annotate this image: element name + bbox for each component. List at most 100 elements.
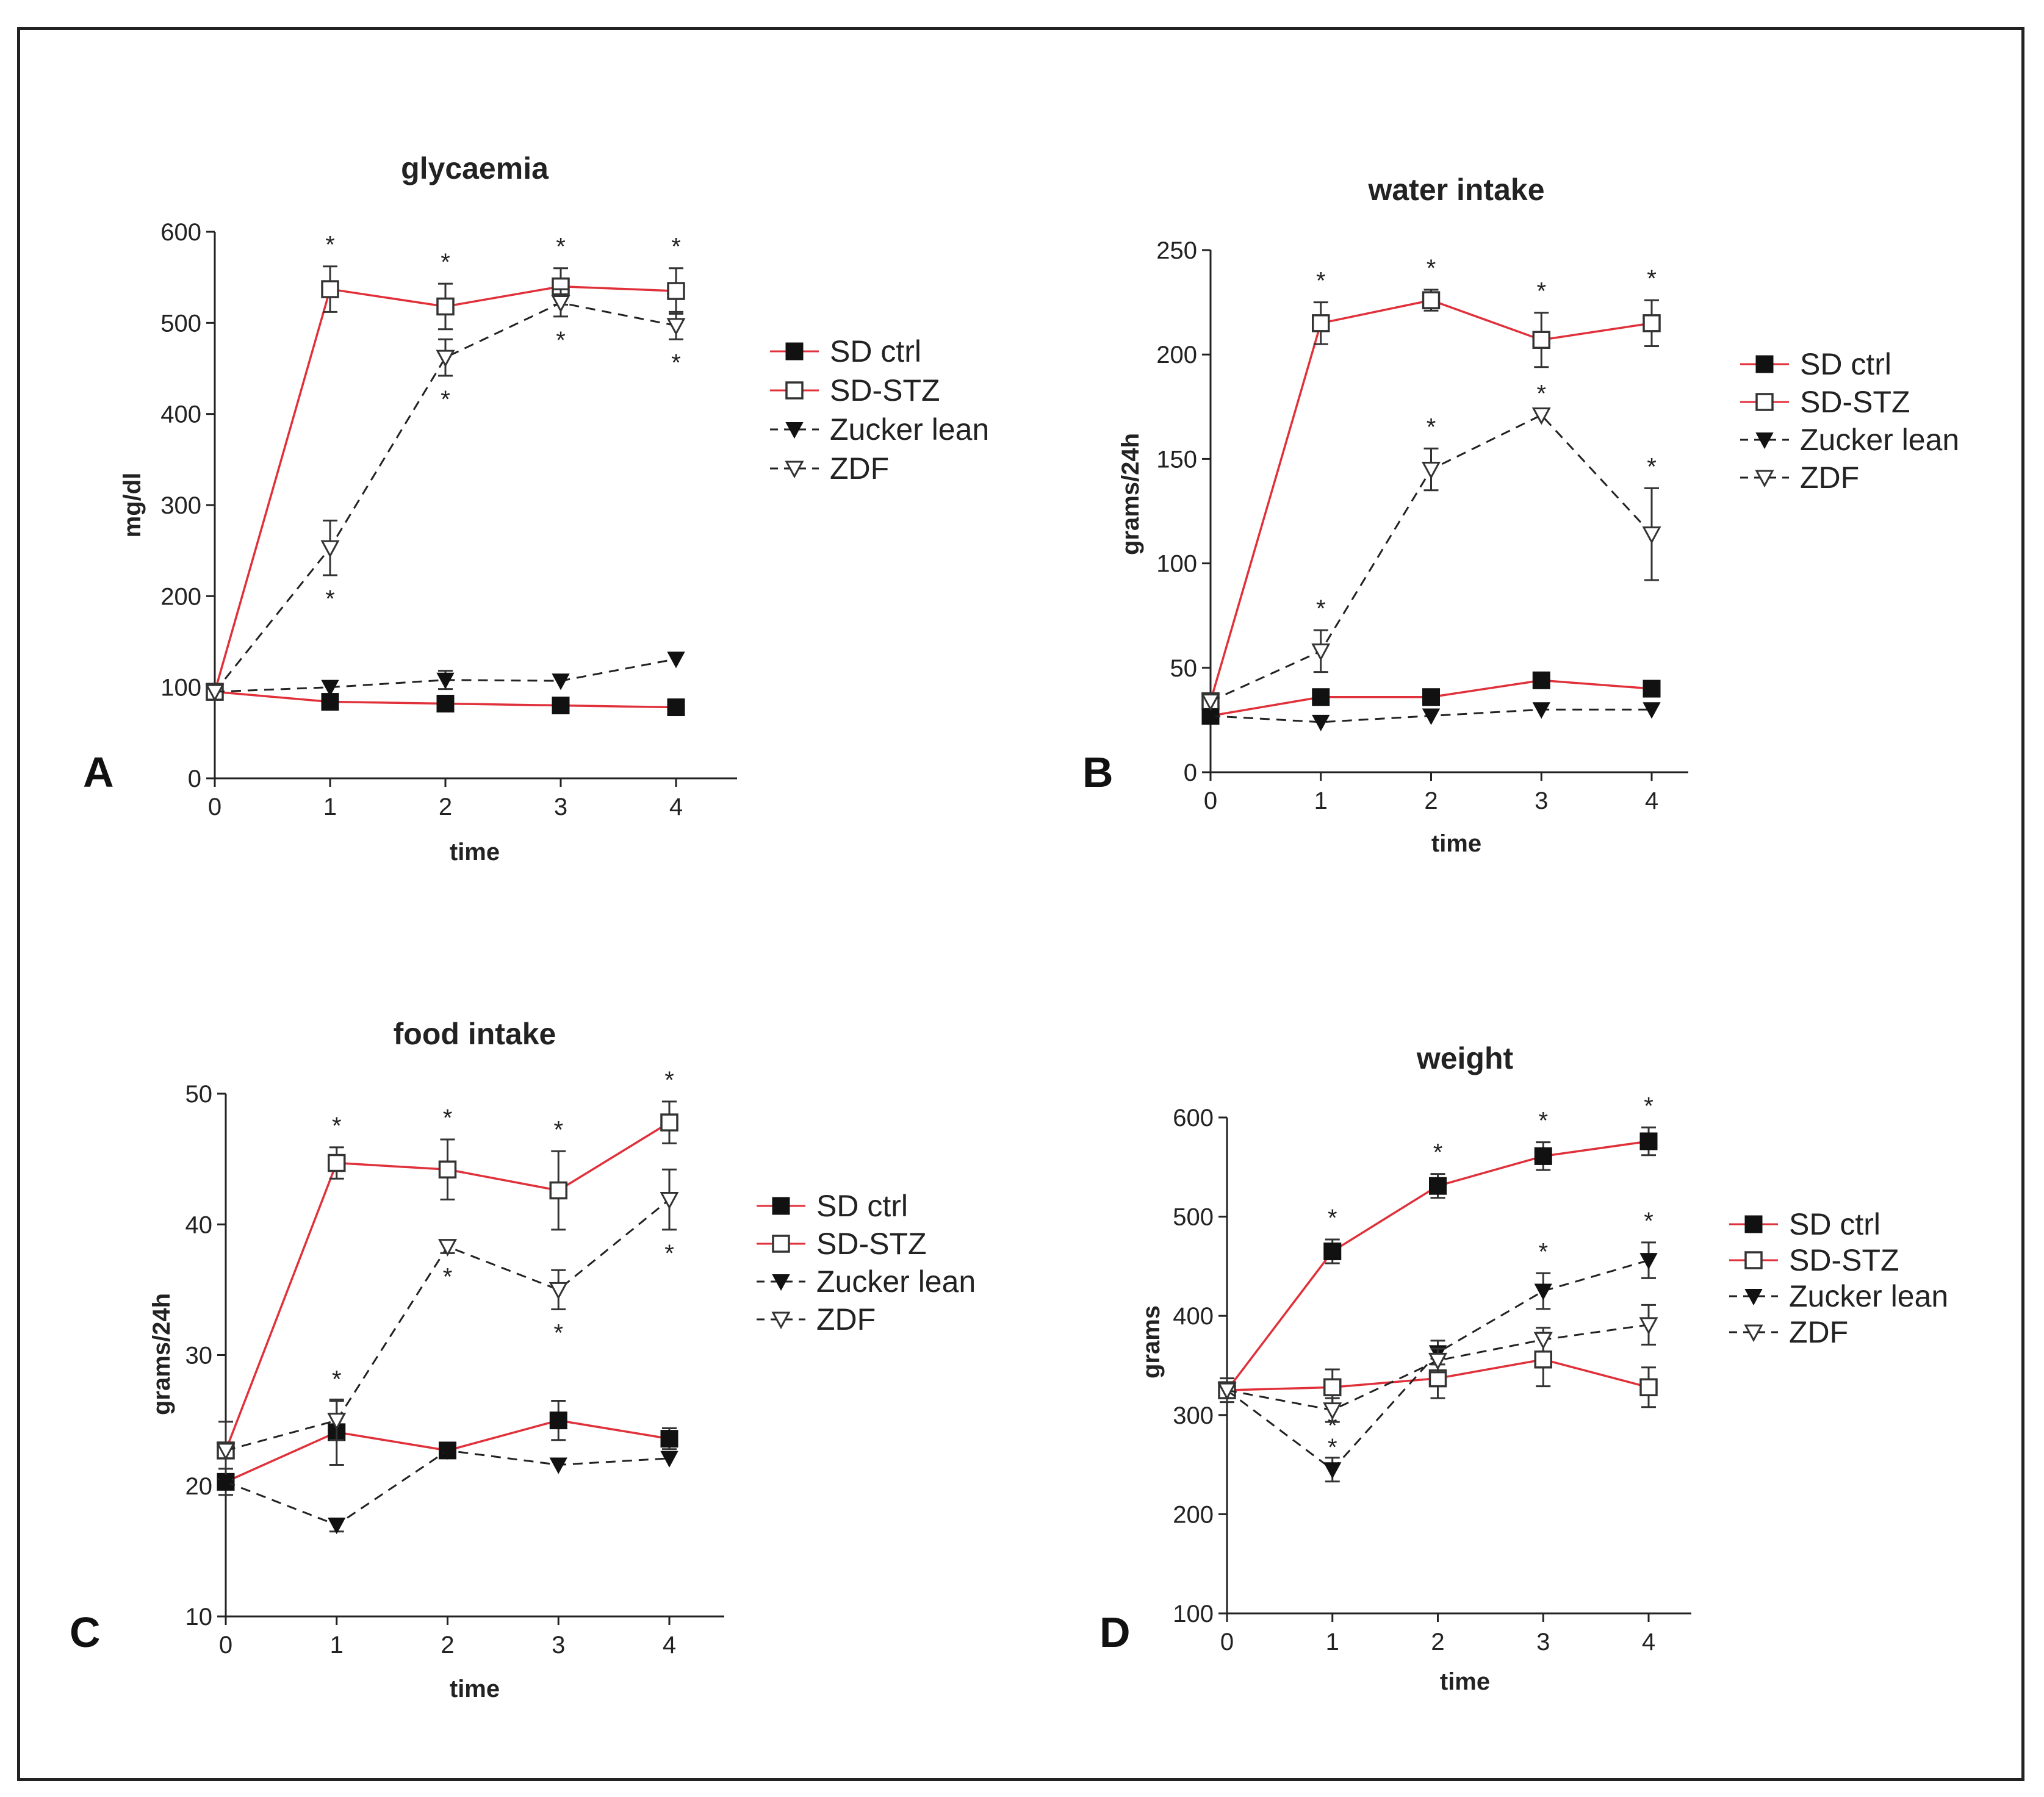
chart-panel-c: food intake C 0 1 2 3 4 10 20 30 40 50 time grams/24h…: [70, 1017, 976, 1702]
chart-panel-a: glycaemia A 0 1 2 3 4 0 100 200 300 400 500 600 time mg…: [83, 151, 989, 866]
legend-label: ZDF: [1789, 1315, 1848, 1349]
data-point: [1534, 1147, 1552, 1165]
data-point: [1534, 1350, 1552, 1369]
x-tick-label: 1: [1314, 787, 1328, 814]
series-zdf: *: [1217, 1304, 1658, 1461]
data-point: [549, 1181, 567, 1200]
y-axis-label: grams/24h: [1117, 433, 1144, 555]
data-point: [551, 295, 570, 313]
x-tick-label: 4: [663, 1632, 676, 1659]
significance-star: *: [443, 1263, 453, 1290]
x-tick-label: 0: [208, 794, 221, 820]
legend: SD ctrl SD-STZ Zucker lean ZDF: [770, 334, 989, 486]
data-point: [1639, 1132, 1658, 1150]
data-point: [321, 680, 339, 697]
significance-star: *: [553, 1320, 563, 1347]
legend-label: SD-STZ: [1789, 1243, 1899, 1277]
x-tick-label: 2: [439, 794, 452, 820]
legend-label: SD-STZ: [816, 1227, 927, 1261]
significance-star: *: [1328, 1205, 1337, 1232]
legend-marker: [1755, 432, 1774, 450]
data-point: [1642, 526, 1661, 544]
chart-title: glycaemia: [401, 151, 549, 185]
y-axis-label: grams: [1138, 1305, 1165, 1379]
significance-star: *: [1316, 268, 1326, 295]
data-point: [660, 1451, 678, 1468]
legend-label: Zucker lean: [1789, 1279, 1948, 1313]
y-tick-label: 10: [185, 1604, 213, 1630]
legend-marker: [785, 381, 804, 400]
y-tick-label: 600: [160, 219, 201, 246]
data-point: [1428, 1352, 1448, 1371]
significance-star: *: [556, 234, 566, 260]
data-point: [321, 693, 339, 711]
chart-panel-d: weight D 0 1 2 3 4 100 200 300 400 500 600 time grams *…: [1099, 1041, 1948, 1695]
legend-label: ZDF: [1800, 461, 1859, 495]
data-point: [205, 684, 225, 702]
chart-title: food intake: [394, 1017, 556, 1051]
data-point: [552, 673, 570, 690]
y-tick-label: 100: [160, 675, 201, 701]
data-point: [436, 672, 455, 689]
legend-label: SD ctrl: [1789, 1207, 1880, 1241]
x-tick-label: 1: [323, 794, 337, 820]
data-point: [552, 697, 570, 715]
legend-label: SD-STZ: [1800, 385, 1910, 419]
significance-star: *: [664, 1240, 674, 1267]
data-point: [436, 297, 455, 316]
legend-marker: [772, 1235, 790, 1253]
chart-title: water intake: [1367, 173, 1544, 207]
data-point: [436, 350, 455, 368]
data-point: [436, 695, 455, 713]
data-point: [328, 1153, 346, 1172]
data-point: [438, 1160, 457, 1179]
significance-star: *: [1433, 1139, 1443, 1166]
significance-star: *: [553, 1116, 563, 1143]
significance-star: *: [1328, 1434, 1337, 1461]
data-point: [1639, 1253, 1658, 1270]
significance-star: *: [1647, 453, 1657, 480]
significance-star: *: [1427, 255, 1436, 282]
y-tick-label: 600: [1173, 1105, 1214, 1132]
series-sd-stz: * * * *: [206, 232, 685, 701]
data-point: [549, 1282, 568, 1300]
significance-star: *: [1644, 1208, 1654, 1235]
y-tick-label: 100: [1156, 551, 1197, 578]
significance-star: *: [1536, 278, 1546, 305]
x-tick-label: 2: [441, 1632, 454, 1659]
y-tick-label: 40: [185, 1211, 213, 1238]
y-tick-label: 0: [188, 766, 201, 792]
series-zucker-lean: [206, 651, 685, 701]
data-point: [1421, 462, 1441, 479]
data-point: [1323, 1243, 1342, 1261]
data-point: [667, 698, 685, 717]
y-axis-label: grams/24h: [148, 1293, 175, 1415]
series-line: [214, 301, 677, 693]
data-point: [321, 280, 339, 298]
data-point: [217, 1474, 235, 1491]
panel-letter: B: [1082, 748, 1114, 796]
legend-marker: [1744, 1251, 1763, 1269]
significance-star: *: [332, 1366, 342, 1393]
series-sd-ctrl: [1201, 671, 1661, 725]
data-point: [549, 1457, 567, 1474]
series-line: [1209, 299, 1652, 702]
significance-star: *: [556, 327, 566, 354]
x-tick-label: 0: [1204, 787, 1217, 814]
y-tick-label: 150: [1156, 446, 1197, 473]
data-point: [1311, 643, 1331, 661]
data-point: [1422, 708, 1441, 725]
y-tick-label: 20: [185, 1473, 213, 1500]
legend-marker: [772, 1274, 790, 1291]
legend-label: SD ctrl: [830, 334, 921, 368]
y-tick-label: 400: [1173, 1303, 1214, 1330]
y-tick-label: 500: [160, 310, 201, 337]
y-tick-label: 300: [160, 492, 201, 519]
data-point: [1643, 314, 1661, 332]
data-point: [1201, 694, 1220, 711]
panel-letter: C: [70, 1609, 101, 1656]
series-zdf: * * * *: [216, 1168, 679, 1461]
x-tick-label: 3: [1535, 787, 1548, 814]
y-tick-label: 100: [1173, 1601, 1214, 1627]
data-point: [1312, 688, 1330, 706]
